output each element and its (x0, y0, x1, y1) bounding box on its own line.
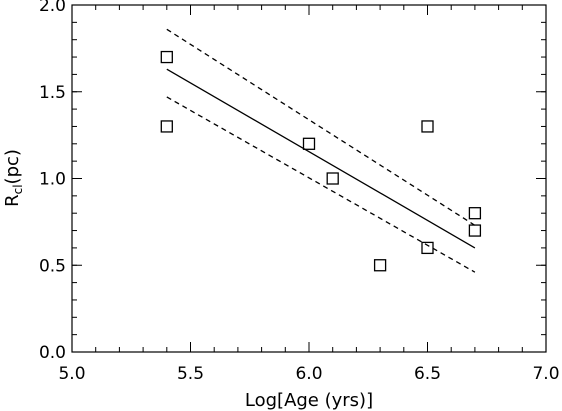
data-point (302, 137, 316, 150)
y-axis-title-unit: (pc) (2, 149, 23, 184)
x-tick-labels: 5.0 5.5 6.0 6.5 7.0 (58, 364, 559, 384)
lower-confidence-line (166, 96, 476, 273)
y-tick-label: 2.0 (39, 0, 66, 16)
major-ticks (71, 4, 547, 353)
y-tick-label: 1.5 (39, 83, 66, 103)
x-tick-label: 6.5 (414, 364, 441, 384)
data-points (160, 50, 482, 272)
y-tick-label: 1.0 (39, 170, 66, 190)
data-point (421, 120, 434, 133)
data-point (160, 50, 173, 64)
data-point (421, 241, 434, 255)
x-tick-label: 5.0 (58, 364, 85, 384)
data-point (468, 207, 482, 220)
x-tick-label: 6.0 (295, 364, 322, 384)
y-axis-title-subscript: cl (11, 184, 25, 194)
y-tick-label: 0.5 (39, 256, 66, 276)
fit-line (166, 68, 476, 249)
y-axis-title-main: R (2, 194, 23, 207)
x-tick-label: 5.5 (177, 364, 204, 384)
x-tick-label: 7.0 (532, 364, 559, 384)
data-point (160, 120, 173, 133)
data-point (326, 172, 339, 185)
y-tick-label: 0.0 (39, 343, 66, 363)
fit-lines (166, 28, 476, 273)
data-point (373, 259, 387, 272)
x-axis-title: Log[Age (yrs)] (245, 390, 373, 411)
data-point (468, 224, 482, 237)
y-axis-title: Rcl(pc) (2, 149, 25, 207)
upper-confidence-line (166, 28, 476, 226)
y-tick-labels: 0.0 0.5 1.0 1.5 2.0 (39, 0, 66, 363)
